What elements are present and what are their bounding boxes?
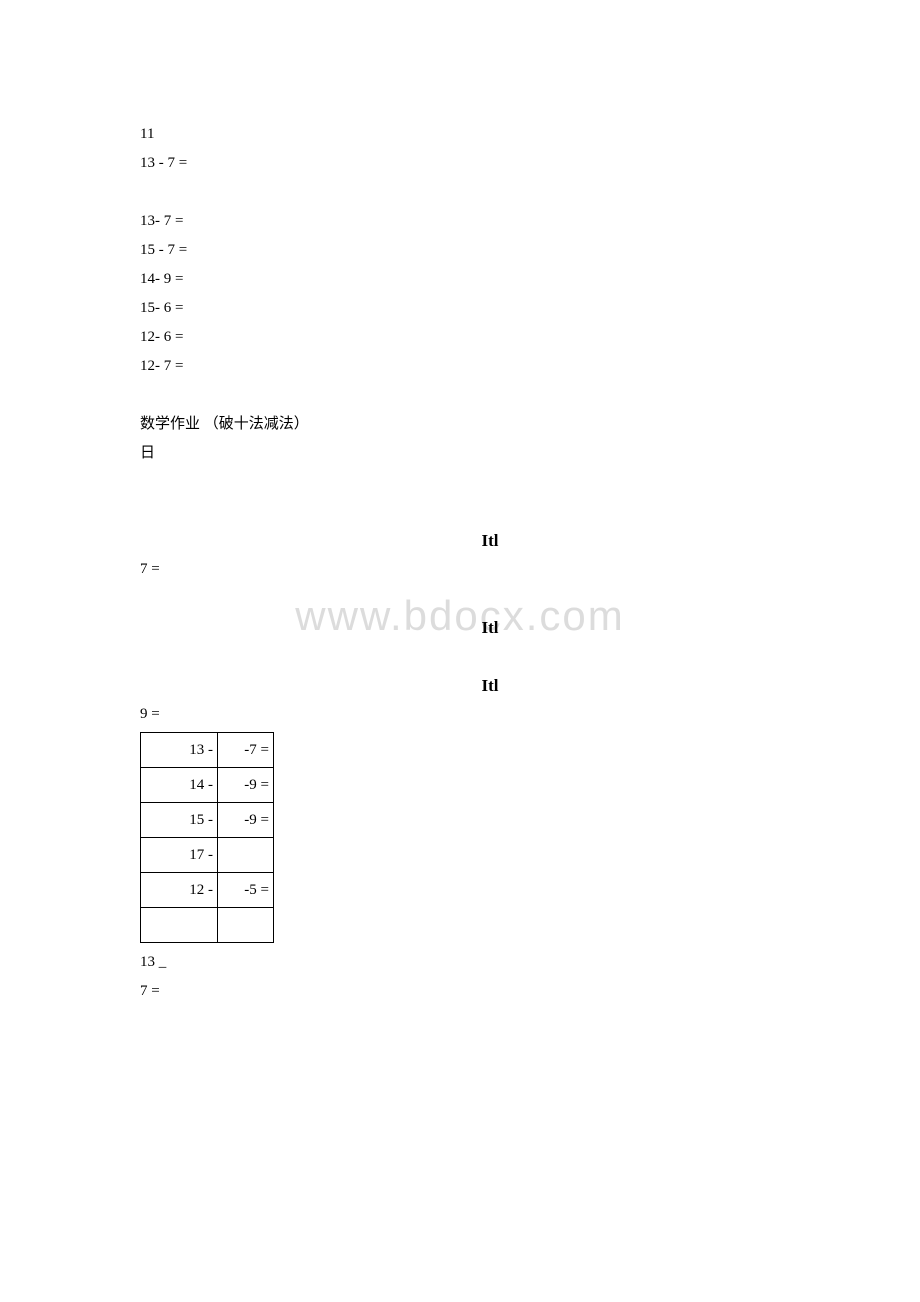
- table-row: 13 - -7 =: [141, 733, 274, 768]
- text-line: 13- 7 =: [140, 207, 780, 236]
- table-cell: [141, 908, 218, 943]
- table-row: 14 - -9 =: [141, 768, 274, 803]
- text-line: 15 - 7 =: [140, 236, 780, 265]
- table-cell: 14 -: [141, 768, 218, 803]
- document-content: 11 13 - 7 = 13- 7 = 15 - 7 = 14- 9 = 15-…: [140, 120, 780, 1006]
- text-line: 12- 7 =: [140, 352, 780, 381]
- text-line: 7 =: [140, 555, 780, 584]
- table-cell: 15 -: [141, 803, 218, 838]
- text-line: 日: [140, 439, 780, 468]
- heading-itl: Itl: [340, 526, 640, 555]
- table-cell: 13 -: [141, 733, 218, 768]
- table-row: [141, 908, 274, 943]
- heading-itl: Itl: [340, 613, 640, 642]
- text-line: 7 =: [140, 977, 780, 1006]
- text-line: 14- 9 =: [140, 265, 780, 294]
- text-line: 11: [140, 120, 780, 149]
- text-line: 13 _: [140, 948, 780, 977]
- spacer: [140, 178, 780, 207]
- table-cell: -9 =: [218, 803, 274, 838]
- math-table: 13 - -7 = 14 - -9 = 15 - -9 = 17 - 12 - …: [140, 732, 274, 943]
- table-cell: -7 =: [218, 733, 274, 768]
- heading-itl: Itl: [340, 671, 640, 700]
- spacer: [140, 468, 780, 526]
- text-line: 9 =: [140, 700, 780, 729]
- table-row: 12 - -5 =: [141, 873, 274, 908]
- spacer: [140, 642, 780, 671]
- text-line: 12- 6 =: [140, 323, 780, 352]
- table-cell: -9 =: [218, 768, 274, 803]
- spacer: [140, 584, 780, 613]
- table-cell: -5 =: [218, 873, 274, 908]
- text-line: 15- 6 =: [140, 294, 780, 323]
- text-line: 13 - 7 =: [140, 149, 780, 178]
- table-row: 15 - -9 =: [141, 803, 274, 838]
- table-cell: [218, 908, 274, 943]
- table-row: 17 -: [141, 838, 274, 873]
- table-cell: 17 -: [141, 838, 218, 873]
- table-cell: 12 -: [141, 873, 218, 908]
- spacer: [140, 381, 780, 410]
- text-line: 数学作业 （破十法减法）: [140, 410, 780, 439]
- table-cell: [218, 838, 274, 873]
- below-table-block: 13 _ 7 =: [140, 948, 780, 1006]
